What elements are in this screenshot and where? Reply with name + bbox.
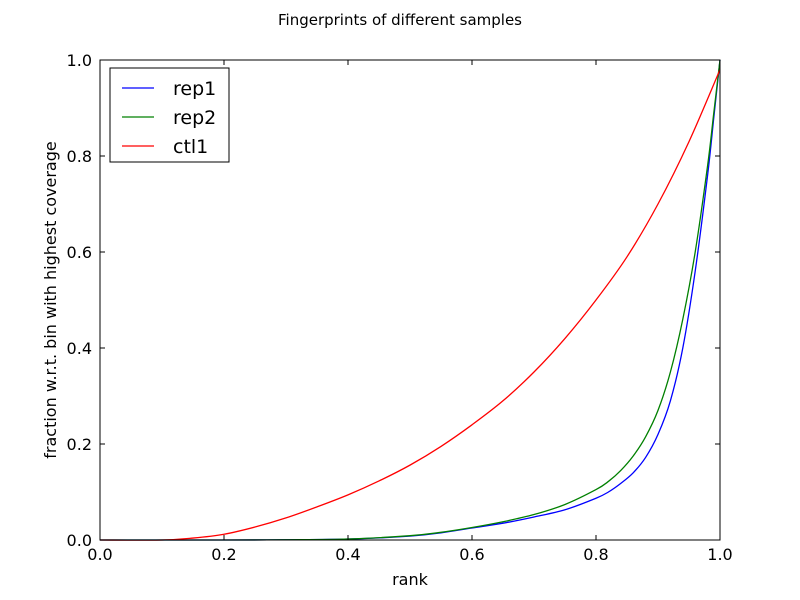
y-tick-label: 1.0 bbox=[67, 51, 92, 70]
series-lines bbox=[99, 59, 721, 541]
x-axis-label: rank bbox=[392, 570, 429, 589]
legend-label-rep2: rep2 bbox=[173, 107, 216, 129]
legend: rep1 rep2 ctl1 bbox=[109, 67, 230, 163]
y-tick-label: 0.8 bbox=[67, 147, 92, 166]
y-tick-label: 0.2 bbox=[67, 435, 92, 454]
x-axis-ticks: 0.0 0.2 0.4 0.6 0.8 1.0 bbox=[87, 60, 733, 564]
series-line-rep2 bbox=[99, 59, 721, 541]
x-tick-label: 1.0 bbox=[707, 545, 732, 564]
series-line-ctl1 bbox=[99, 69, 721, 541]
legend-label-ctl1: ctl1 bbox=[173, 136, 208, 158]
y-axis-ticks: 0.0 0.2 0.4 0.6 0.8 1.0 bbox=[67, 51, 720, 550]
legend-label-rep1: rep1 bbox=[173, 78, 216, 100]
y-tick-label: 0.4 bbox=[67, 339, 92, 358]
y-tick-label: 0.0 bbox=[67, 531, 92, 550]
x-tick-label: 0.4 bbox=[335, 545, 360, 564]
x-tick-label: 0.2 bbox=[211, 545, 236, 564]
x-tick-label: 0.6 bbox=[459, 545, 484, 564]
x-tick-label: 0.8 bbox=[583, 545, 608, 564]
plot-frame bbox=[99, 59, 721, 541]
chart-title: Fingerprints of different samples bbox=[278, 11, 522, 29]
y-tick-label: 0.6 bbox=[67, 243, 92, 262]
x-tick-label: 0.0 bbox=[87, 545, 112, 564]
y-axis-label: fraction w.r.t. bin with highest coverag… bbox=[41, 141, 60, 458]
